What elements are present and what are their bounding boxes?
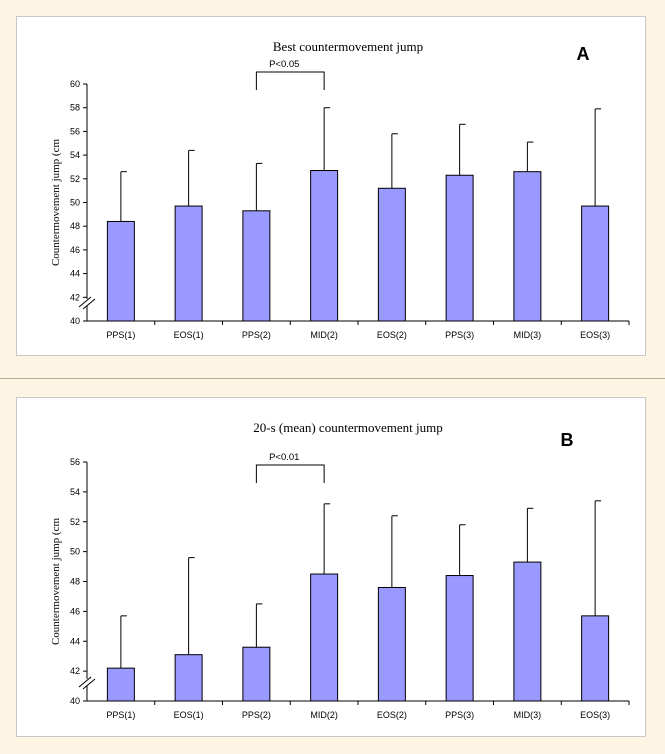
chart-b-bar-eos1 [174,654,203,702]
chart-a-bar-mid2 [310,170,339,322]
chart-a-significance-label: P<0.05 [269,59,299,70]
chart-a-category-label: EOS(3) [580,330,610,340]
chart-a-bar-mid3 [513,171,542,322]
chart-a-bar-eos1 [174,205,203,322]
chart-a-axis-break-mark [78,296,92,308]
chart-a-category-label: MID(2) [310,330,338,340]
chart-a-y-tick-label: 48 [70,221,80,231]
chart-a-y-tick-label: 52 [70,174,80,184]
chart-panel-b: 20-s (mean) countermovement jump B Counter… [16,397,646,737]
chart-b-category-label: EOS(2) [377,710,407,720]
chart-b-category-label: PPS(3) [445,710,474,720]
chart-b-category-label: MID(3) [514,710,542,720]
chart-a-title: Best countermovement jump [273,39,423,54]
chart-a-category-label: PPS(1) [106,330,135,340]
chart-b-axis-break-mark [82,678,96,690]
chart-b-y-axis-label: Countermovement jump (cm [50,518,62,646]
chart-b-axis-break-mark [78,676,92,688]
chart-a-category-label: PPS(2) [242,330,271,340]
chart-a-svg: Best countermovement jump A Countermovemen… [50,39,630,340]
chart-panel-a: Best countermovement jump A Countermovemen… [16,16,646,356]
chart-a-bar-eos3 [581,205,610,322]
chart-a-y-tick-label: 46 [70,245,80,255]
chart-b-y-tick-label: 52 [70,517,80,527]
chart-b-bar-pps1 [106,667,135,702]
chart-b-category-label: PPS(2) [242,710,271,720]
chart-b-bar-eos2 [377,586,406,702]
chart-b-category-label: EOS(3) [580,710,610,720]
chart-b-y-tick-label: 46 [70,606,80,616]
chart-a-y-tick-label: 54 [70,150,80,160]
chart-a-category-label: PPS(3) [445,330,474,340]
chart-b-bar-pps3 [445,575,474,702]
panel-divider [0,378,665,379]
chart-b-category-label: PPS(1) [106,710,135,720]
chart-b-bar-mid2 [310,573,339,702]
chart-b-y-tick-label: 42 [70,666,80,676]
chart-a-significance-bracket [255,71,325,90]
chart-b-title: 20-s (mean) countermovement jump [253,420,443,435]
chart-b-bar-eos3 [581,615,610,702]
chart-b-y-tick-label: 50 [70,547,80,557]
chart-a-bar-pps2 [242,210,271,322]
chart-a-y-tick-label: 56 [70,126,80,136]
chart-b-y-tick-label: 40 [70,696,80,706]
chart-a-axis-break-mask [79,299,95,306]
chart-a-category-label: EOS(1) [174,330,204,340]
chart-a-bar-pps3 [445,174,474,322]
chart-a-category-label: EOS(2) [377,330,407,340]
chart-a-bar-pps1 [106,220,135,322]
chart-b-significance-label: P<0.01 [269,452,299,463]
chart-b-panel-letter: B [561,430,574,450]
chart-b-y-tick-label: 48 [70,577,80,587]
chart-b-y-tick-label: 44 [70,636,80,646]
chart-a-y-tick-label: 42 [70,292,80,302]
chart-a-bar-eos2 [377,187,406,322]
chart-b-axis-break-mask [79,679,95,686]
chart-b-significance-bracket [255,464,325,483]
chart-b-bar-pps2 [242,646,271,702]
chart-a-panel-letter: A [577,44,590,64]
chart-a-y-tick-label: 44 [70,269,80,279]
chart-b-category-label: MID(2) [310,710,338,720]
chart-b-bar-mid3 [513,561,542,702]
chart-a-y-tick-label: 60 [70,79,80,89]
chart-a-axis-break-mark [82,298,96,310]
chart-a-y-tick-label: 40 [70,316,80,326]
chart-b-y-tick-label: 56 [70,457,80,467]
chart-a-y-axis-label: Countermovement jump (cm [50,139,62,267]
chart-b-svg: 20-s (mean) countermovement jump B Counter… [50,420,630,720]
chart-b-y-tick-label: 54 [70,487,80,497]
chart-a-y-tick-label: 58 [70,103,80,113]
chart-b-category-label: EOS(1) [174,710,204,720]
chart-a-category-label: MID(3) [514,330,542,340]
chart-a-y-tick-label: 50 [70,198,80,208]
